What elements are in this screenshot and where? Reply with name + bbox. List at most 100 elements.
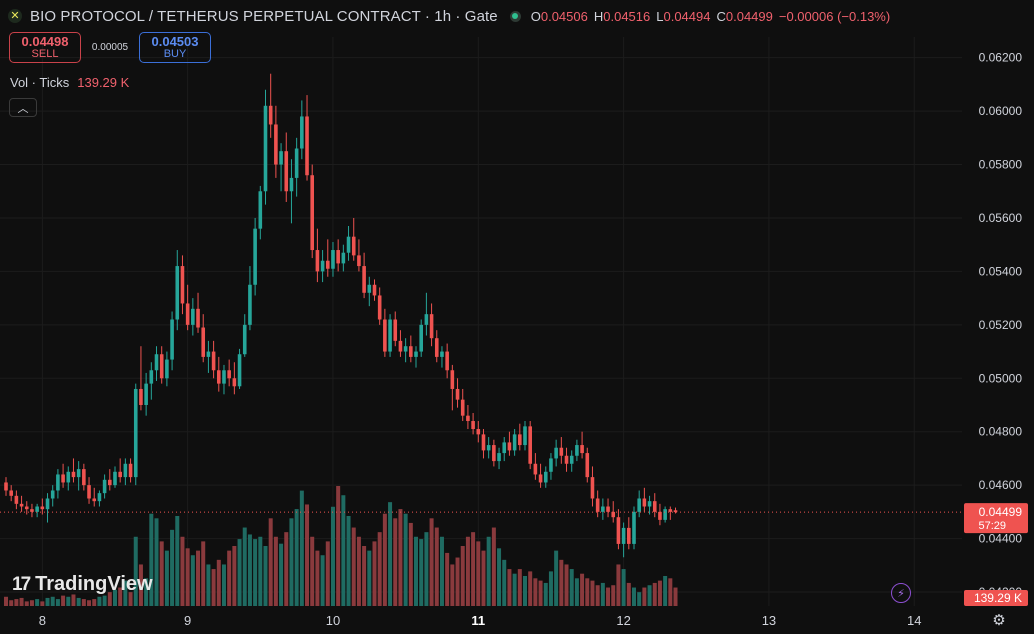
buy-price: 0.04503 xyxy=(151,33,199,49)
candle-body xyxy=(621,527,626,544)
candle-body xyxy=(543,471,548,483)
volume-bar xyxy=(284,532,289,606)
candle-body xyxy=(274,124,278,165)
volume-bar xyxy=(330,506,335,606)
candle-body xyxy=(492,445,496,462)
candle-body xyxy=(180,266,185,304)
candle-body xyxy=(331,250,335,269)
candle-body xyxy=(549,458,553,472)
volume-bar xyxy=(580,573,585,606)
volume-bar xyxy=(663,576,668,606)
volume-bar xyxy=(133,536,138,606)
candle-body xyxy=(419,324,423,352)
candle-body xyxy=(637,498,641,512)
candle-body xyxy=(575,445,579,456)
volume-bar xyxy=(476,541,481,606)
candle-body xyxy=(460,399,465,416)
candle-body xyxy=(71,471,76,478)
volume-bar xyxy=(507,569,512,606)
candle-body xyxy=(14,495,19,504)
lightning-icon[interactable]: ⚡ xyxy=(891,583,911,603)
candle-body xyxy=(97,493,102,502)
current-volume-label: 139.29 K xyxy=(974,591,1022,605)
volume-bar xyxy=(216,559,221,606)
volume-bar xyxy=(50,596,55,606)
volume-bar xyxy=(320,555,325,606)
candle-body xyxy=(118,471,122,478)
volume-bar xyxy=(481,550,486,606)
volume-bar xyxy=(450,564,455,606)
volume-bar xyxy=(273,536,278,606)
volume-bar xyxy=(87,600,92,606)
volume-bar xyxy=(29,600,34,606)
candle-body xyxy=(175,266,180,320)
volume-bars xyxy=(4,486,678,606)
time-axis[interactable]: 8 9 10 11 12 13 14 xyxy=(39,613,922,628)
volume-bar xyxy=(543,582,548,606)
volume-bar xyxy=(606,587,611,606)
time-tick-label: 12 xyxy=(616,613,630,628)
candle-body xyxy=(393,319,398,341)
volume-bar xyxy=(159,541,164,606)
candle-body xyxy=(144,383,148,405)
volume-legend[interactable]: Vol · Ticks 139.29 K xyxy=(10,75,129,90)
volume-bar xyxy=(657,580,662,606)
volume-bar xyxy=(346,516,351,606)
candle-body xyxy=(232,378,237,387)
candle-body xyxy=(113,471,117,486)
volume-bar xyxy=(144,578,149,606)
volume-bar xyxy=(424,532,429,606)
candle-body xyxy=(507,442,512,451)
candle-body xyxy=(237,354,242,387)
volume-bar xyxy=(258,536,263,606)
volume-bar xyxy=(315,550,320,606)
candle-body xyxy=(663,509,667,520)
volume-bar xyxy=(554,550,559,606)
volume-bar xyxy=(564,564,569,606)
candle-body xyxy=(398,340,403,352)
candle-body xyxy=(554,447,558,459)
volume-bar xyxy=(310,536,315,606)
candle-body xyxy=(258,191,263,229)
candle-body xyxy=(50,490,55,499)
candle-body xyxy=(377,295,382,320)
sell-button[interactable]: 0.04498 SELL xyxy=(9,32,81,63)
candle-body xyxy=(4,482,8,491)
candle-body xyxy=(128,463,133,478)
candle-body xyxy=(108,479,112,486)
volume-bar xyxy=(486,536,491,606)
volume-bar xyxy=(429,518,434,606)
volume-bar xyxy=(45,597,50,606)
volume-bar xyxy=(118,587,123,606)
price-tick-label: 0.05000 xyxy=(979,371,1023,385)
volume-bar xyxy=(465,536,470,606)
volume-bar xyxy=(128,592,133,606)
candle-body xyxy=(476,429,481,435)
candle-body xyxy=(45,498,50,510)
candle-body xyxy=(590,477,595,499)
volume-bar xyxy=(408,522,413,606)
price-tick-label: 0.06200 xyxy=(979,51,1023,65)
volume-bar xyxy=(398,509,403,606)
current-volume-badge xyxy=(964,590,1028,606)
volume-bar xyxy=(164,550,169,606)
candle-body xyxy=(227,370,231,379)
gear-icon[interactable]: ⚙ xyxy=(992,612,1006,629)
volume-bar xyxy=(523,576,527,606)
symbol-title[interactable]: BIO PROTOCOL / TETHERUS PERPETUAL CONTRA… xyxy=(30,7,498,25)
price-tick-label: 0.06000 xyxy=(979,104,1023,118)
candle-body xyxy=(154,354,159,371)
volume-bar xyxy=(175,516,180,606)
buy-button[interactable]: 0.04503 BUY xyxy=(139,32,211,63)
time-tick-label: 14 xyxy=(907,613,921,628)
candle-body xyxy=(383,319,387,352)
volume-bar xyxy=(439,536,444,606)
candle-body xyxy=(196,308,200,328)
time-tick-label: 11 xyxy=(471,613,485,628)
candles xyxy=(4,73,678,558)
volume-bar xyxy=(569,569,574,606)
candle-body xyxy=(248,284,252,325)
collapse-legend-button[interactable]: ︿ xyxy=(9,98,37,117)
volume-bar xyxy=(253,539,258,606)
